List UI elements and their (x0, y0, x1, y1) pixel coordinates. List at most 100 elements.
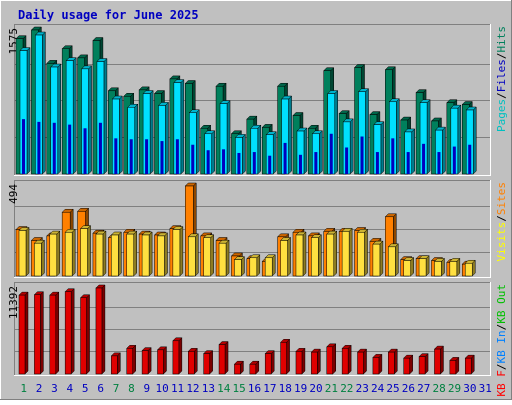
kbf-bar (95, 287, 103, 375)
kbf-bar (388, 351, 395, 375)
legend-item: Sites (495, 182, 508, 215)
visits-bar-side (118, 231, 122, 277)
files-bar-side (411, 128, 415, 175)
kbf-bar (80, 297, 87, 375)
pages-bar (83, 128, 87, 174)
files-bar-side (103, 57, 108, 175)
visits-bar-side (148, 231, 153, 277)
visits-bar-side (241, 255, 245, 277)
kbf-bar-side (24, 291, 29, 375)
kbf-bar (280, 342, 287, 375)
files-bar-side (257, 124, 262, 175)
files-bar-side (472, 106, 477, 175)
visits-bar-side (287, 236, 291, 277)
kbf-bar-side (194, 347, 198, 375)
pages-bar (98, 122, 102, 174)
visits-bar-side (256, 254, 261, 277)
pages-bar (206, 150, 210, 174)
kbf-bar (126, 348, 133, 375)
visits-bar (403, 260, 411, 277)
kbf-bar (418, 356, 426, 375)
visits-bar-side (425, 255, 430, 277)
visits-bar (203, 237, 211, 277)
kbf-bar-side (286, 338, 290, 375)
pages-bar (314, 152, 318, 174)
visits-bar (449, 261, 458, 277)
pages-bar (175, 139, 179, 174)
pages-bar (268, 155, 272, 174)
kbf-bar-side (270, 350, 275, 375)
x-tick-label: 6 (97, 382, 104, 395)
visits-bar-side (395, 243, 399, 277)
kbf-bar (403, 357, 410, 375)
legend-item: KB F (495, 370, 508, 397)
files-bar-side (165, 101, 169, 175)
kbf-bar (64, 291, 72, 375)
visits-bar (49, 233, 58, 277)
x-tick-label: 5 (82, 382, 89, 395)
files-bar-side (57, 63, 62, 175)
files-bar-side (303, 127, 308, 175)
kbf-bar (434, 348, 441, 375)
files-bar-side (272, 131, 277, 175)
visits-bar-side (41, 239, 45, 277)
kbf-bar (326, 346, 333, 375)
kbf-bar-side (332, 343, 336, 375)
visits-bar (326, 233, 334, 277)
visits-bar-side (348, 227, 353, 277)
kbf-bar-side (224, 340, 229, 375)
visits-bar-side (56, 230, 61, 277)
panel-2-legend: KB F/KB In/KB Out (495, 284, 508, 397)
visits-bar (372, 243, 381, 277)
pages-bar (345, 147, 349, 174)
x-tick-label: 1 (20, 382, 27, 395)
files-bar-side (334, 89, 338, 175)
kbf-bar-side (440, 345, 444, 375)
chart-title: Daily usage for June 2025 (18, 8, 199, 22)
x-tick-label: 18 (279, 382, 292, 395)
visits-bar-side (271, 254, 276, 277)
panel-1-legend: Visits/Sites (495, 182, 508, 262)
kbf-bar (295, 351, 303, 375)
pages-bar (252, 152, 256, 174)
visits-bar-side (210, 234, 214, 277)
pages-bar (114, 138, 118, 174)
visits-bar (341, 231, 350, 277)
files-bar-side (26, 46, 31, 175)
kbf-bar-side (55, 291, 60, 375)
files-bar-side (134, 103, 138, 175)
kbf-bar (49, 294, 57, 375)
panel-2-max-label: 11392 (7, 286, 20, 319)
visits-bar (264, 257, 273, 277)
visits-bar (18, 230, 27, 277)
files-bar-side (442, 126, 446, 175)
x-tick-label: 21 (325, 382, 338, 395)
visits-bar (95, 233, 104, 277)
panel-1-max-label: 494 (7, 184, 20, 204)
kbf-bar-side (147, 346, 152, 375)
visits-bar (418, 258, 427, 277)
kbf-bar (341, 348, 349, 375)
files-bar-side (288, 95, 292, 175)
legend-item: Hits (495, 26, 508, 53)
legend-item: Visits (495, 222, 508, 262)
visits-bar (218, 242, 227, 277)
kbf-bar (218, 344, 226, 375)
x-tick-label: 23 (356, 382, 369, 395)
x-tick-label: 17 (263, 382, 276, 395)
visits-bar-side (133, 230, 137, 277)
kbf-bar-side (394, 348, 398, 375)
visits-bar-side (25, 226, 30, 277)
legend-item: / (495, 92, 508, 99)
kbf-bar (464, 357, 472, 375)
x-tick-label: 30 (463, 382, 476, 395)
files-bar-side (396, 98, 400, 175)
pages-bar (237, 152, 241, 174)
panel-0-legend: Pages/Files/Hits (495, 26, 508, 132)
kbf-bar-side (117, 352, 121, 375)
visits-bar (295, 234, 304, 277)
visits-bar (172, 229, 181, 277)
x-tick-label: 4 (67, 382, 74, 395)
files-bar-side (196, 109, 200, 175)
